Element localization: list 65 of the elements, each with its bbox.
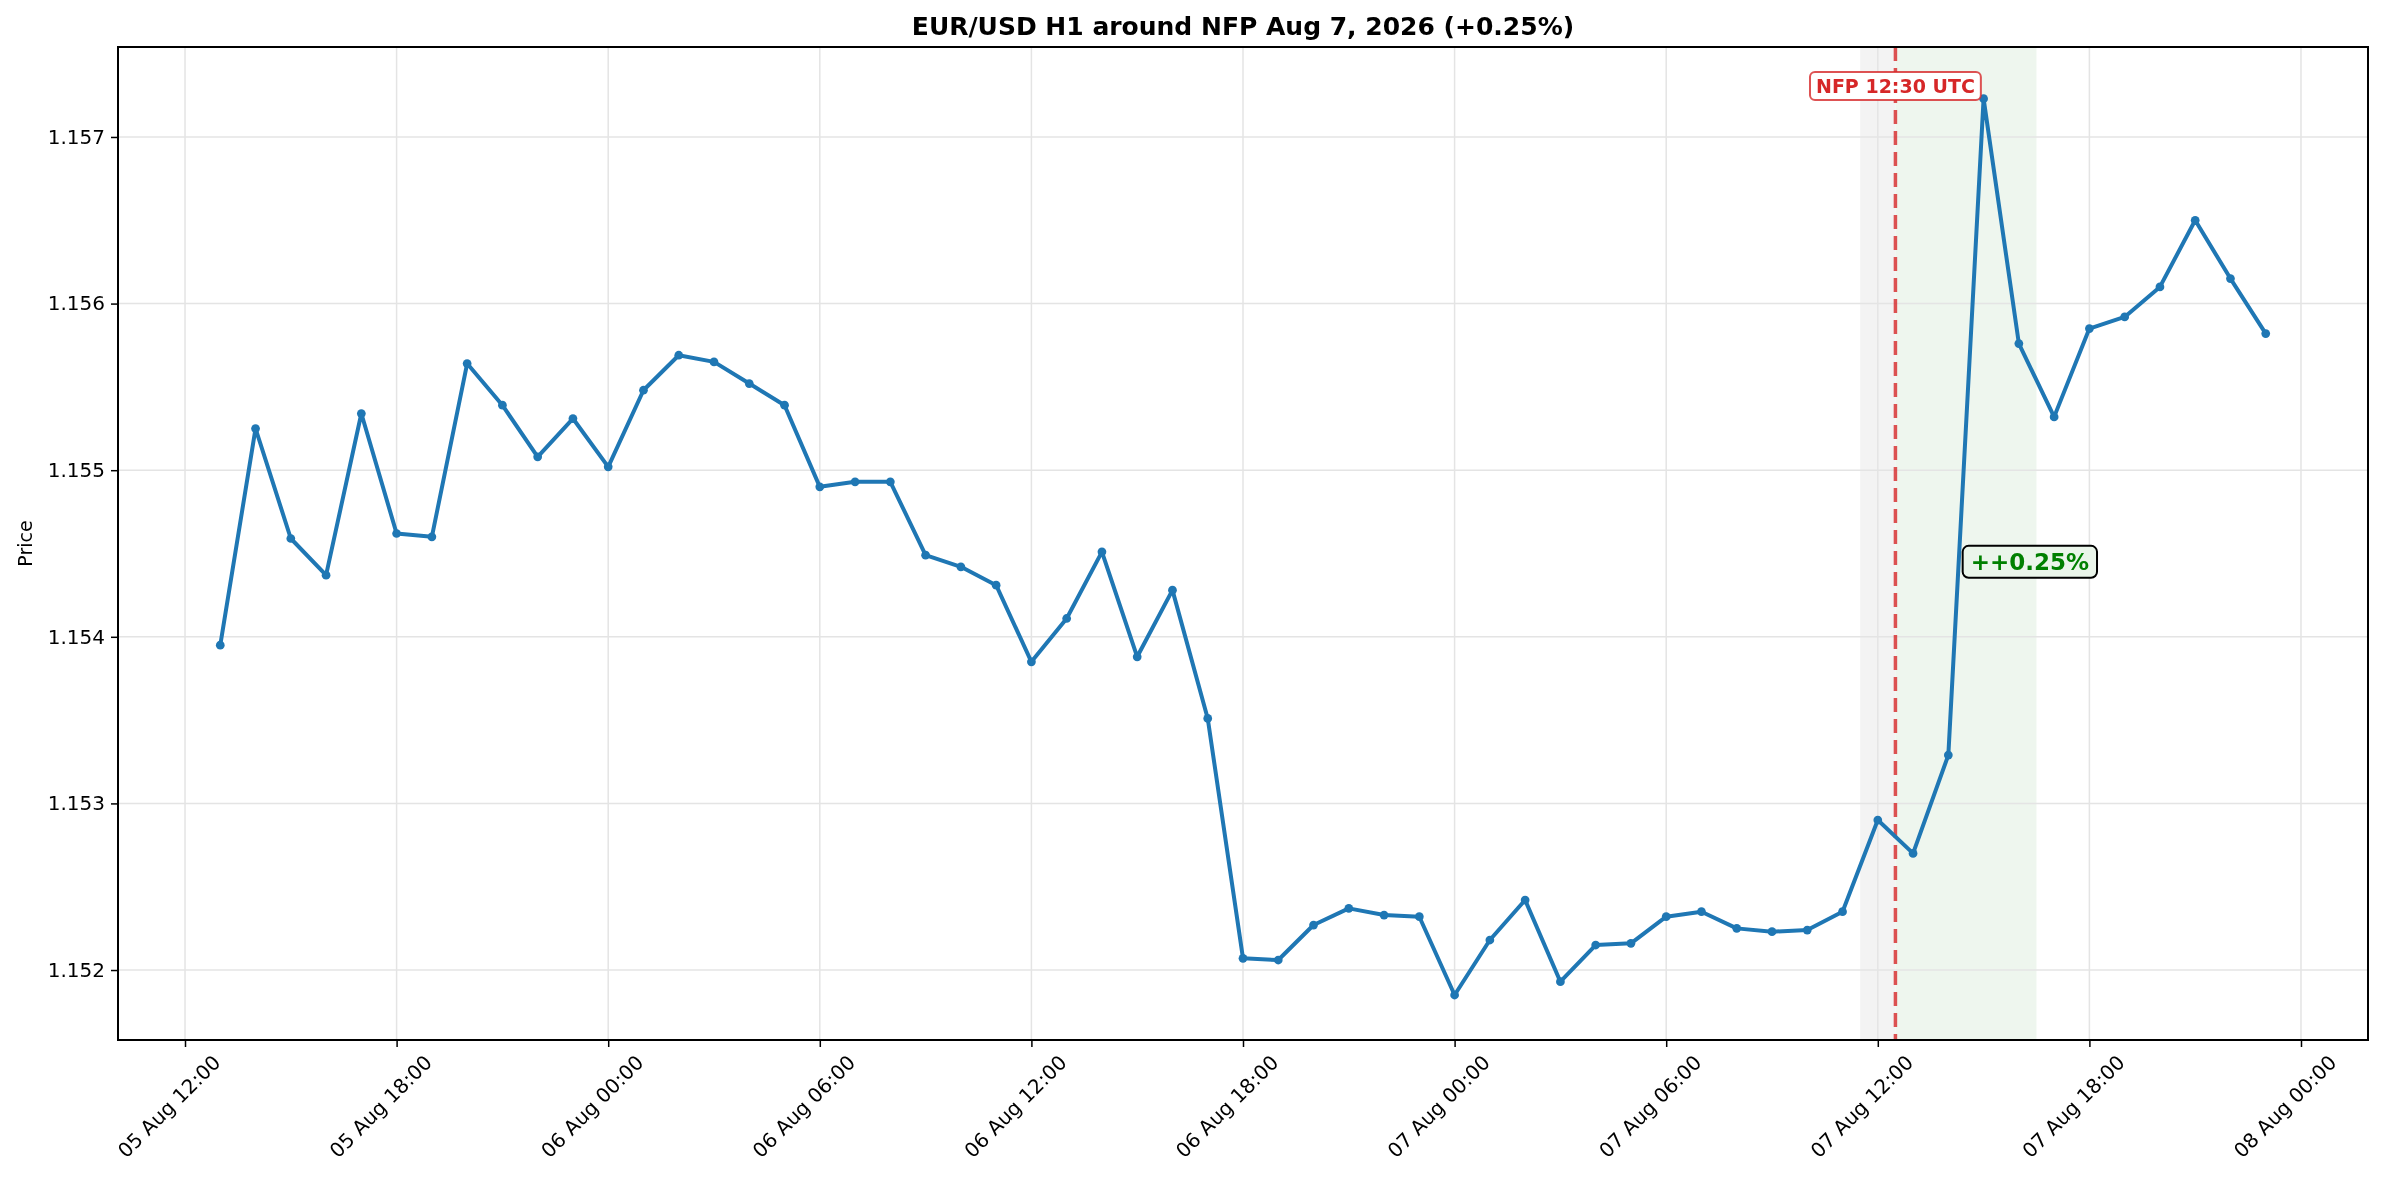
point — [1414, 912, 1424, 922]
chart-title: EUR/USD H1 around NFP Aug 7, 2026 (+0.25%) — [911, 11, 1575, 41]
point — [2014, 339, 2024, 348]
point — [215, 640, 225, 650]
point — [1767, 927, 1777, 937]
y-tick-label: 1.152 — [47, 957, 105, 982]
point — [1556, 977, 1565, 987]
point — [639, 385, 648, 395]
y-tick-label: 1.156 — [47, 291, 105, 316]
point — [427, 532, 437, 542]
point — [1520, 895, 1530, 905]
point — [568, 414, 578, 423]
point — [885, 477, 895, 487]
y-tick-label: 1.155 — [47, 458, 105, 483]
point — [1273, 955, 1283, 965]
y-tick-label: 1.154 — [47, 624, 105, 649]
point — [1485, 935, 1495, 945]
point — [1309, 920, 1318, 930]
point — [2226, 274, 2235, 283]
point — [991, 580, 1001, 590]
point — [1168, 585, 1177, 595]
point — [1697, 907, 1706, 917]
point — [2049, 412, 2059, 422]
point — [251, 424, 260, 433]
point — [603, 462, 613, 472]
point — [1203, 714, 1213, 723]
point — [462, 359, 472, 368]
point — [1661, 912, 1671, 922]
point — [2120, 312, 2130, 322]
point — [1838, 907, 1847, 917]
point — [356, 409, 366, 418]
point — [498, 400, 507, 410]
point — [2155, 282, 2165, 292]
point — [1591, 940, 1601, 950]
point — [1873, 815, 1883, 825]
point — [2085, 324, 2094, 333]
point — [956, 562, 966, 572]
point — [1626, 939, 1636, 948]
point — [1908, 849, 1918, 858]
point — [674, 350, 684, 360]
point — [921, 550, 930, 560]
point — [780, 400, 789, 410]
point — [850, 477, 860, 487]
point — [321, 570, 331, 580]
point — [533, 452, 543, 462]
y-tick-label: 1.153 — [47, 791, 105, 816]
point — [709, 357, 719, 367]
point — [1379, 910, 1389, 920]
point — [1062, 614, 1072, 623]
point — [286, 534, 296, 543]
y-tick-label: 1.157 — [47, 124, 105, 149]
point — [1238, 954, 1248, 963]
point — [815, 482, 825, 492]
ref-line-label: NFP 12:30 UTC — [1816, 75, 1975, 97]
point — [1802, 925, 1812, 935]
y-axis-title: Price — [14, 520, 36, 567]
point — [1450, 990, 1459, 1000]
point — [392, 529, 401, 538]
point — [1732, 924, 1742, 933]
point — [1943, 750, 1953, 760]
point — [2261, 329, 2271, 338]
point — [1027, 657, 1036, 667]
annotation: ++0.25% — [1970, 548, 2090, 575]
point — [744, 379, 754, 388]
point — [1344, 904, 1354, 913]
